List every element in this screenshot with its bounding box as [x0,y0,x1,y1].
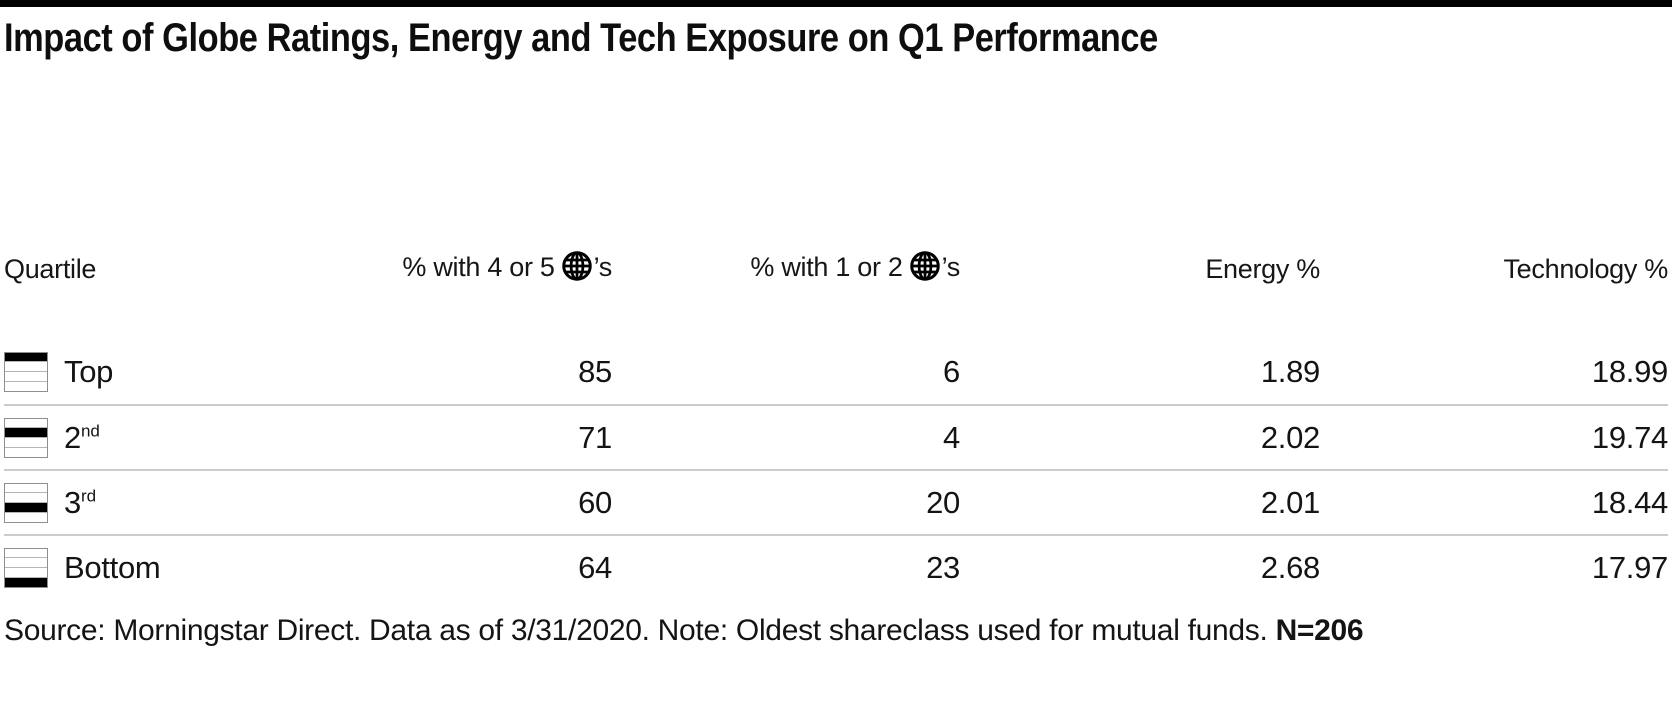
n-count: N=206 [1275,614,1364,647]
table-header-row: Quartile % with 4 or 5 ’s % with 1 or 2 ’s… [4,243,1668,295]
value-energy: 2.02 [1260,419,1320,455]
value-energy: 2.68 [1260,549,1320,585]
row-label: Top [64,353,114,389]
header-4or5-suffix: ’s [593,251,613,282]
header-4or5-label: % with 4 or 5 [402,251,555,282]
value-energy: 1.89 [1260,353,1320,389]
value-1or2: 4 [943,419,960,455]
source-text: Source: Morningstar Direct. Data as of 3… [4,614,1276,647]
table-row-bottom: Bottom 64 23 2.68 17.97 [4,534,1668,599]
value-4or5: 71 [578,419,612,455]
value-energy: 2.01 [1260,484,1320,520]
value-technology: 17.97 [1591,549,1668,585]
page-title: Impact of Globe Ratings, Energy and Tech… [4,16,1158,60]
header-1or2-suffix: ’s [941,251,961,282]
value-4or5: 85 [578,353,612,389]
row-label: 3rd [64,484,97,520]
table-row-3rd: 3rd 60 20 2.01 18.44 [4,469,1668,534]
row-label: 2nd [64,419,100,455]
value-technology: 18.99 [1591,353,1668,389]
header-1or2-label: % with 1 or 2 [750,251,903,282]
value-technology: 19.74 [1591,419,1668,455]
table-row-top: Top 85 6 1.89 18.99 [4,339,1668,404]
top-rule [0,0,1672,7]
row-label: Bottom [64,549,161,585]
globe-icon [909,250,940,288]
value-1or2: 20 [926,484,960,520]
table-body: Top 85 6 1.89 18.99 2nd 71 4 2.02 19.74 [4,339,1668,599]
header-technology: Technology % [1503,253,1668,284]
quartile-3rd-icon [4,482,48,523]
header-1or2-globes: % with 1 or 2 ’s [612,250,961,288]
value-technology: 18.44 [1591,484,1668,520]
header-energy: Energy % [1205,253,1320,284]
exhibit-page: Impact of Globe Ratings, Energy and Tech… [0,0,1672,647]
value-4or5: 64 [578,549,612,585]
quartile-2nd-icon [4,417,48,458]
source-note: Source: Morningstar Direct. Data as of 3… [4,614,1364,648]
header-quartile: Quartile [4,253,97,284]
globe-icon [561,250,592,288]
value-4or5: 60 [578,484,612,520]
header-4or5-globes: % with 4 or 5 ’s [280,250,613,288]
table-row-2nd: 2nd 71 4 2.02 19.74 [4,404,1668,469]
value-1or2: 23 [926,549,960,585]
quartile-bottom-icon [4,547,48,588]
quartile-top-icon [4,351,48,392]
value-1or2: 6 [943,353,960,389]
